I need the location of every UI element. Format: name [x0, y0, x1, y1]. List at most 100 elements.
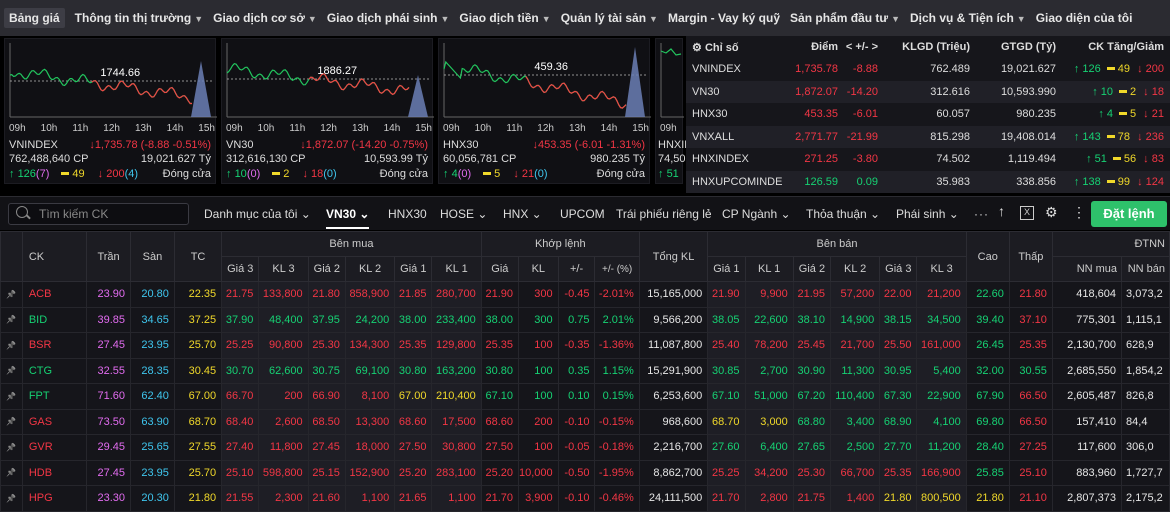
buy-price-cell[interactable]: 38.00 — [394, 306, 433, 333]
table-row[interactable]: 📌 BSR 27.45 23.95 25.70 25.25 90,800 25.30 134,3… — [0, 332, 1170, 359]
sell-price-cell[interactable]: 30.85 — [707, 357, 746, 384]
kebab-menu-icon[interactable]: ⋮ — [1072, 204, 1086, 220]
sell-price-cell[interactable]: 27.70 — [879, 434, 918, 461]
pin-icon[interactable]: 📌 — [0, 306, 23, 333]
nav-item-6[interactable]: Margin - Vay ký quỹ — [668, 11, 780, 25]
sell-price-cell[interactable]: 25.40 — [707, 332, 746, 359]
place-order-button[interactable]: Đặt lệnh — [1091, 201, 1167, 227]
pin-icon[interactable]: 📌 — [0, 434, 23, 461]
buy-price-cell[interactable]: 25.20 — [394, 459, 433, 486]
index-chart-1[interactable]: 1886.27 09h 10h 11h 12h 13h 14h 15h VN30 ↓1,872.0… — [221, 38, 434, 184]
buy-price-cell[interactable]: 30.70 — [221, 357, 260, 384]
buy-price-cell[interactable]: 25.25 — [221, 332, 260, 359]
sell-price-cell[interactable]: 38.05 — [707, 306, 746, 333]
pin-icon[interactable]: 📌 — [0, 485, 23, 512]
excel-icon[interactable]: X — [1020, 206, 1034, 220]
sell-price-cell[interactable]: 25.25 — [707, 459, 746, 486]
table-row[interactable]: 📌 GVR 29.45 25.65 27.55 27.40 11,800 27.45 18,00… — [0, 434, 1170, 461]
nav-item-9[interactable]: Giao diện của tôi — [1036, 11, 1133, 25]
pin-icon[interactable]: 📌 — [0, 332, 23, 359]
pin-icon[interactable]: 📌 — [0, 281, 23, 308]
nav-item-7[interactable]: Sản phẩm đầu tư ▼ — [790, 11, 900, 25]
nav-item-5[interactable]: Quản lý tài sản ▼ — [561, 11, 658, 25]
symbol-cell[interactable]: CTG — [21, 357, 88, 384]
sell-price-cell[interactable]: 21.70 — [707, 485, 746, 512]
buy-price-cell[interactable]: 25.15 — [307, 459, 346, 486]
arrow-up-icon[interactable]: ↑ — [998, 203, 1005, 219]
gear-icon[interactable]: ⚙ — [692, 41, 702, 54]
buy-price-cell[interactable]: 66.90 — [307, 383, 346, 410]
buy-price-cell[interactable]: 21.80 — [307, 281, 346, 308]
tab-1[interactable]: VN30 ⌄ — [326, 207, 370, 229]
tab-6[interactable]: Trái phiếu riêng lẻ — [616, 207, 712, 221]
buy-price-cell[interactable]: 21.65 — [394, 485, 433, 512]
symbol-cell[interactable]: HPG — [21, 485, 88, 512]
symbol-cell[interactable]: HDB — [21, 459, 88, 486]
symbol-cell[interactable]: GVR — [21, 434, 88, 461]
index-row[interactable]: HNX30 453.35 -6.01 60.057 980.235 ↑ 4 5 ↓ 21 — [686, 103, 1170, 126]
table-row[interactable]: 📌 GAS 73.50 63.90 68.70 68.40 2,600 68.50 13,300… — [0, 408, 1170, 435]
tab-5[interactable]: UPCOM — [560, 207, 605, 221]
sell-price-cell[interactable]: 67.10 — [707, 383, 746, 410]
index-row[interactable]: VN30 1,872.07 -14.20 312.616 10,593.990 ↑ 10 2… — [686, 80, 1170, 103]
sell-price-cell[interactable]: 21.75 — [792, 485, 832, 512]
search-input[interactable]: Tìm kiếm CK — [8, 203, 189, 225]
tab-8[interactable]: Thỏa thuận ⌄ — [806, 207, 880, 221]
more-icon[interactable]: ··· — [974, 207, 989, 221]
nav-item-0[interactable]: Bảng giá — [4, 8, 65, 28]
sell-price-cell[interactable]: 30.95 — [879, 357, 918, 384]
index-row[interactable]: HNXINDEX 271.25 -3.80 74.502 1,119.494 ↑ 51 56… — [686, 148, 1170, 171]
sell-price-cell[interactable]: 21.95 — [792, 281, 832, 308]
tab-9[interactable]: Phái sinh ⌄ — [896, 207, 959, 221]
index-chart-2[interactable]: 459.36 09h 10h 11h 12h 13h 14h 15h HNX30 ↓453.35 … — [438, 38, 651, 184]
buy-price-cell[interactable]: 25.35 — [394, 332, 433, 359]
table-row[interactable]: 📌 CTG 32.55 28.35 30.45 30.70 62,600 30.75 69,10… — [0, 357, 1170, 384]
sell-price-cell[interactable]: 25.50 — [879, 332, 918, 359]
sell-price-cell[interactable]: 38.10 — [792, 306, 832, 333]
buy-price-cell[interactable]: 67.00 — [394, 383, 433, 410]
buy-price-cell[interactable]: 37.90 — [221, 306, 260, 333]
symbol-cell[interactable]: GAS — [21, 408, 88, 435]
buy-price-cell[interactable]: 27.40 — [221, 434, 260, 461]
sell-price-cell[interactable]: 25.30 — [792, 459, 832, 486]
buy-price-cell[interactable]: 25.10 — [221, 459, 260, 486]
index-row[interactable]: HNXUPCOMINDE 126.59 0.09 35.983 338.856 ↑ 138… — [686, 170, 1170, 193]
tab-4[interactable]: HNX ⌄ — [503, 207, 542, 221]
tab-0[interactable]: Danh mục của tôi ⌄ — [204, 207, 311, 221]
symbol-cell[interactable]: ACB — [21, 281, 88, 308]
buy-price-cell[interactable]: 21.85 — [394, 281, 433, 308]
sell-price-cell[interactable]: 68.80 — [792, 408, 832, 435]
table-row[interactable]: 📌 BID 39.85 34.65 37.25 37.90 48,400 37.95 24,20… — [0, 306, 1170, 333]
tab-2[interactable]: HNX30 — [388, 207, 427, 221]
pin-icon[interactable]: 📌 — [0, 459, 23, 486]
buy-price-cell[interactable]: 21.55 — [221, 485, 260, 512]
index-chart-0[interactable]: 1744.66 09h 10h 11h 12h 13h 14h 15h VNINDEX ↓1,73… — [4, 38, 217, 184]
buy-price-cell[interactable]: 27.45 — [307, 434, 346, 461]
pin-icon[interactable]: 📌 — [0, 383, 23, 410]
sell-price-cell[interactable]: 25.35 — [879, 459, 918, 486]
sell-price-cell[interactable]: 27.60 — [707, 434, 746, 461]
sell-price-cell[interactable]: 22.00 — [879, 281, 918, 308]
nav-item-8[interactable]: Dịch vụ & Tiện ích ▼ — [910, 11, 1026, 25]
sell-price-cell[interactable]: 25.45 — [792, 332, 832, 359]
settings-icon[interactable]: ⚙ — [1045, 204, 1058, 220]
buy-price-cell[interactable]: 30.75 — [307, 357, 346, 384]
pin-icon[interactable]: 📌 — [0, 357, 23, 384]
buy-price-cell[interactable]: 68.50 — [307, 408, 346, 435]
nav-item-2[interactable]: Giao dịch cơ sở ▼ — [213, 11, 317, 25]
nav-item-3[interactable]: Giao dịch phái sinh ▼ — [327, 11, 450, 25]
symbol-cell[interactable]: FPT — [21, 383, 88, 410]
table-row[interactable]: 📌 ACB 23.90 20.80 22.35 21.75 133,800 21.80 858,… — [0, 281, 1170, 308]
sell-price-cell[interactable]: 68.90 — [879, 408, 918, 435]
sell-price-cell[interactable]: 21.80 — [879, 485, 918, 512]
tab-7[interactable]: CP Ngành ⌄ — [722, 207, 791, 221]
table-row[interactable]: 📌 HDB 27.45 23.95 25.70 25.10 598,800 25.15 152,… — [0, 459, 1170, 486]
nav-item-1[interactable]: Thông tin thị trường ▼ — [75, 11, 203, 25]
buy-price-cell[interactable]: 21.75 — [221, 281, 260, 308]
index-row[interactable]: VNINDEX 1,735.78 -8.88 762.489 19,021.627 ↑ 1… — [686, 58, 1170, 81]
sell-price-cell[interactable]: 67.30 — [879, 383, 918, 410]
table-row[interactable]: 📌 FPT 71.60 62.40 67.00 66.70 200 66.90 8,100 67.… — [0, 383, 1170, 410]
symbol-cell[interactable]: BSR — [21, 332, 88, 359]
buy-price-cell[interactable]: 21.60 — [307, 485, 346, 512]
buy-price-cell[interactable]: 68.60 — [394, 408, 433, 435]
